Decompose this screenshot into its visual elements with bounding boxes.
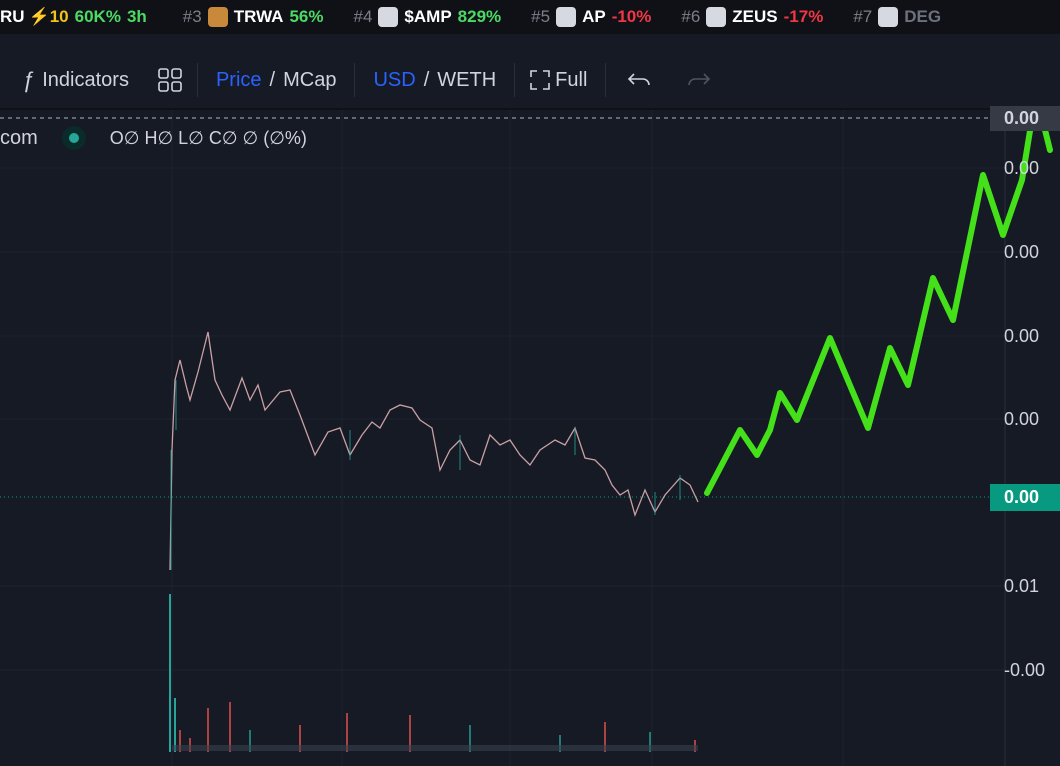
rank: #5 [531,7,551,26]
undo[interactable] [626,68,656,92]
axis-label: 0.00 [1004,326,1040,346]
ticker-item[interactable]: #7 DEG [853,7,947,27]
axis-label: 0.01 [1004,576,1040,596]
separator [514,63,516,97]
volume-bars [169,594,698,752]
change: -10% [611,7,652,26]
usd-toggle[interactable]: USD [373,68,416,91]
gap [0,34,1060,50]
full-button[interactable]: Full [555,68,588,91]
change: 56% [289,7,324,26]
rank: #4 [353,7,373,26]
last-price-label: 0.00 [990,484,1060,511]
ticker-item[interactable]: #6 ZEUS -17% [681,7,823,27]
rank: RU [0,7,25,26]
symbol: AP [582,7,606,26]
weth-toggle[interactable]: WETH [437,68,497,91]
divider [0,108,1060,110]
token-icon [207,7,228,27]
slash: / [423,68,430,91]
legend: com O∅ H∅ L∅ C∅ ∅ (∅%) [0,126,307,150]
layout-icon[interactable] [157,67,183,93]
source: com [0,126,38,149]
fx-icon: ƒ [22,67,35,92]
chart-canvas [0,110,1053,766]
ticker-item[interactable]: #5 AP -10% [531,7,651,27]
slash: / [269,68,276,91]
full-icon[interactable] [529,69,551,91]
mcap-toggle[interactable]: MCap [283,68,337,91]
ticker-bar: RU ⚡10 60K% 3h #3 TRWA 56% #4 $AMP 829% #5 AP -10% #6… [0,0,1060,34]
teal-wicks [170,380,681,570]
symbol: DEG [904,7,942,26]
rank: #3 [182,7,202,26]
price-toggle[interactable]: Price [215,68,262,91]
grid [0,110,1005,766]
token-icon [378,7,399,27]
separator [354,63,356,97]
ohlc: O∅ H∅ L∅ C∅ ∅ (∅%) [109,127,307,148]
stat: ⚡10 [28,7,69,26]
separator [196,63,198,97]
token-icon [878,7,899,27]
rank: #7 [853,7,873,26]
symbol: $AMP [404,7,452,26]
symbol: ZEUS [732,7,778,26]
indicators-button[interactable]: Indicators [42,68,129,91]
separator [605,63,607,97]
change: -17% [783,7,824,26]
token-icon [556,7,577,27]
ticker-item[interactable]: #3 TRWA 56% [183,7,324,27]
rank: #6 [681,7,701,26]
stat: 60K% [74,7,121,26]
drawn-arrow [704,110,1037,496]
ticker-item[interactable]: RU ⚡10 60K% 3h [0,7,153,27]
axis-label: 0.00 [990,106,1060,131]
axis-label: 0.00 [1004,158,1040,178]
redo[interactable] [682,68,712,92]
axis-label: -0.00 [1004,660,1046,680]
toolbar: ƒ Indicators Price / MCap USD / WETH Ful… [0,52,1060,108]
status-dot [61,126,86,150]
ticker-item[interactable]: #4 $AMP 829% [353,7,502,27]
price-trace [169,331,699,571]
stat: 3h [126,7,147,26]
token-icon [706,7,727,27]
symbol: TRWA [233,7,284,26]
axis-label: 0.00 [1004,242,1040,262]
change: 829% [457,7,502,26]
axis-label: 0.00 [1004,409,1040,429]
